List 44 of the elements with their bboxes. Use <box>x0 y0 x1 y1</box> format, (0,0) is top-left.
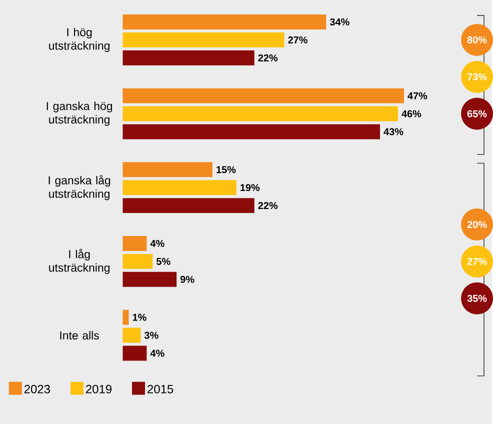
bar <box>122 88 404 104</box>
data-label: 5% <box>156 258 170 265</box>
data-label: 22% <box>258 54 278 62</box>
data-label: 9% <box>180 276 194 283</box>
bar <box>122 32 284 48</box>
bar <box>122 124 380 140</box>
bar <box>122 106 398 122</box>
data-label: 27% <box>288 36 308 44</box>
data-label: 34% <box>330 18 350 26</box>
data-label: 46% <box>402 110 422 118</box>
bar <box>122 180 236 196</box>
bar <box>122 310 129 325</box>
bar <box>122 162 212 178</box>
data-label: 43% <box>384 128 404 136</box>
y-tick-label: I låg utsträckning <box>49 248 110 274</box>
bar <box>122 198 254 214</box>
legend-label: 2019 <box>86 384 112 394</box>
bar <box>122 346 147 361</box>
bar <box>122 328 141 343</box>
data-label: 15% <box>216 166 236 174</box>
data-label: 4% <box>150 240 164 247</box>
data-label: 22% <box>258 202 278 210</box>
bar <box>122 14 326 30</box>
legend-label: 2023 <box>24 384 50 394</box>
data-label: 47% <box>408 92 428 100</box>
y-tick-label: I hög utsträckning <box>49 28 110 52</box>
bar <box>122 50 254 66</box>
text: 65% <box>467 110 487 118</box>
bar <box>122 236 147 251</box>
bar <box>122 254 153 269</box>
y-tick-label: I ganska hög utsträckning <box>46 102 112 126</box>
bar <box>122 272 177 287</box>
data-label: 3% <box>144 332 158 339</box>
y-tick-label: I ganska låg utsträckning <box>48 175 110 200</box>
text: 20% <box>467 220 487 228</box>
data-label: 1% <box>132 314 146 321</box>
y-tick-label: Inte alls <box>60 331 99 340</box>
data-label: 4% <box>150 350 164 357</box>
text: 80% <box>467 36 487 44</box>
text: 73% <box>467 73 487 80</box>
text: 35% <box>467 294 487 302</box>
data-label: 19% <box>240 184 260 192</box>
text: 27% <box>467 258 487 265</box>
legend-label: 2015 <box>148 384 174 394</box>
